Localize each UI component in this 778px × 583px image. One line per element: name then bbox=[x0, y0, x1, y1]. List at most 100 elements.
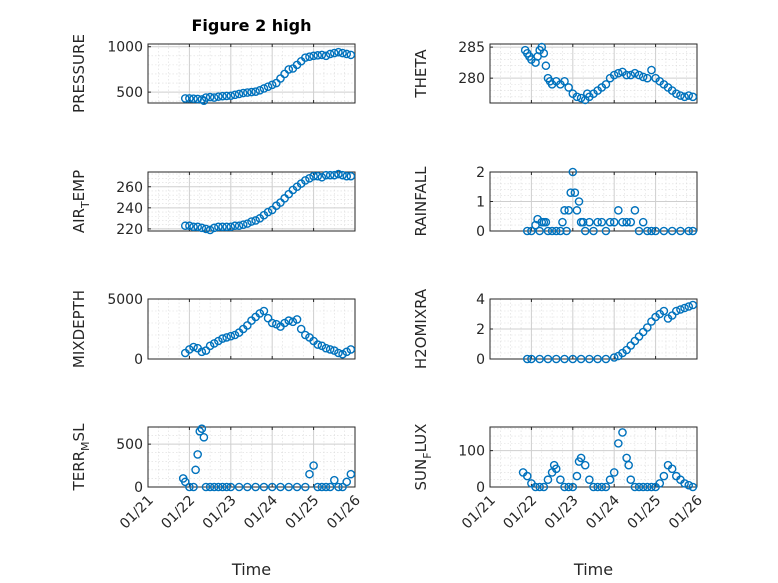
data-point bbox=[558, 217, 567, 227]
data-point bbox=[651, 226, 660, 236]
data-point bbox=[230, 221, 240, 231]
data-point bbox=[189, 482, 198, 492]
data-point bbox=[556, 226, 565, 236]
data-point bbox=[329, 475, 339, 485]
data-point bbox=[238, 220, 248, 229]
data-point bbox=[676, 305, 685, 314]
y-axis-label: MIXDEPTH bbox=[70, 290, 88, 368]
x-axis-label: Time bbox=[573, 560, 613, 579]
data-point bbox=[643, 482, 652, 492]
data-point bbox=[226, 331, 236, 341]
data-point bbox=[527, 226, 536, 236]
data-point bbox=[292, 315, 302, 324]
data-point bbox=[585, 354, 594, 364]
y-tick-label: 1 bbox=[476, 195, 485, 211]
data-point bbox=[209, 223, 219, 233]
data-point bbox=[676, 226, 685, 236]
data-point bbox=[655, 479, 665, 488]
data-point bbox=[218, 222, 227, 232]
y-tick-label: 100 bbox=[458, 444, 485, 460]
data-point bbox=[531, 482, 540, 492]
data-point bbox=[346, 171, 356, 181]
data-point bbox=[659, 306, 669, 316]
data-point bbox=[263, 207, 273, 217]
data-point bbox=[197, 223, 207, 233]
y-axis-label: TERRMSL bbox=[70, 423, 92, 492]
data-point bbox=[601, 354, 611, 364]
data-point bbox=[189, 222, 198, 232]
data-point bbox=[638, 482, 648, 492]
data-point bbox=[201, 482, 211, 492]
data-point bbox=[647, 226, 656, 236]
data-point bbox=[630, 68, 640, 78]
data-point bbox=[313, 51, 323, 60]
y-tick-label: 260 bbox=[116, 180, 143, 196]
data-point bbox=[276, 482, 285, 492]
data-point bbox=[522, 226, 532, 236]
data-point bbox=[243, 321, 252, 330]
data-point bbox=[313, 482, 323, 492]
data-point bbox=[230, 330, 240, 340]
data-point bbox=[263, 313, 273, 323]
data-point bbox=[597, 217, 607, 227]
data-point bbox=[185, 482, 194, 492]
y-tick-label: 0 bbox=[476, 480, 485, 496]
data-point bbox=[659, 226, 669, 236]
axes-box bbox=[489, 43, 698, 104]
data-point bbox=[551, 354, 561, 364]
data-point bbox=[222, 91, 231, 101]
data-point bbox=[622, 217, 631, 227]
data-point bbox=[643, 323, 652, 332]
data-point bbox=[329, 346, 339, 355]
data-point bbox=[338, 48, 347, 58]
data-point bbox=[334, 169, 343, 179]
data-point bbox=[543, 475, 553, 485]
subplot-2: 280 285 THETA bbox=[412, 40, 698, 105]
data-point bbox=[193, 222, 202, 232]
data-point bbox=[638, 217, 648, 227]
data-point bbox=[622, 70, 631, 80]
data-point bbox=[243, 88, 252, 97]
data-point bbox=[301, 482, 310, 492]
subplot-3: 220 240 260 AIRTEMP bbox=[70, 169, 356, 238]
data-point bbox=[593, 482, 602, 492]
data-point bbox=[589, 482, 598, 492]
data-point bbox=[243, 219, 252, 228]
data-point bbox=[267, 482, 277, 492]
data-point bbox=[243, 482, 252, 492]
data-point bbox=[276, 74, 285, 83]
data-point bbox=[321, 51, 331, 61]
data-point bbox=[205, 341, 215, 351]
data-point bbox=[321, 170, 331, 180]
data-point bbox=[205, 92, 215, 102]
data-point bbox=[560, 482, 569, 492]
data-point bbox=[226, 222, 236, 232]
data-point bbox=[218, 482, 227, 492]
data-point bbox=[226, 91, 236, 101]
data-point bbox=[288, 317, 298, 327]
data-point bbox=[234, 89, 244, 99]
data-point bbox=[535, 226, 544, 236]
x-tick-label: 01/22 bbox=[500, 493, 540, 533]
data-point bbox=[543, 226, 553, 236]
data-point bbox=[605, 475, 615, 485]
data-point bbox=[601, 80, 611, 89]
data-point bbox=[313, 340, 323, 349]
data-point bbox=[647, 317, 656, 326]
data-point bbox=[609, 353, 619, 362]
data-point bbox=[284, 482, 294, 492]
data-point bbox=[624, 460, 633, 470]
subplot-4: 0 1 2 RAINFALL bbox=[412, 165, 698, 240]
data-point bbox=[585, 217, 594, 227]
data-point bbox=[578, 217, 588, 227]
data-point bbox=[647, 65, 656, 75]
y-axis-label: PRESSURE bbox=[70, 34, 88, 113]
data-point bbox=[541, 61, 551, 71]
data-point bbox=[609, 217, 619, 227]
data-point bbox=[535, 354, 544, 364]
data-point bbox=[195, 426, 205, 436]
data-point bbox=[329, 170, 339, 180]
data-point bbox=[560, 76, 569, 86]
data-point bbox=[688, 226, 698, 236]
data-point bbox=[325, 345, 335, 354]
